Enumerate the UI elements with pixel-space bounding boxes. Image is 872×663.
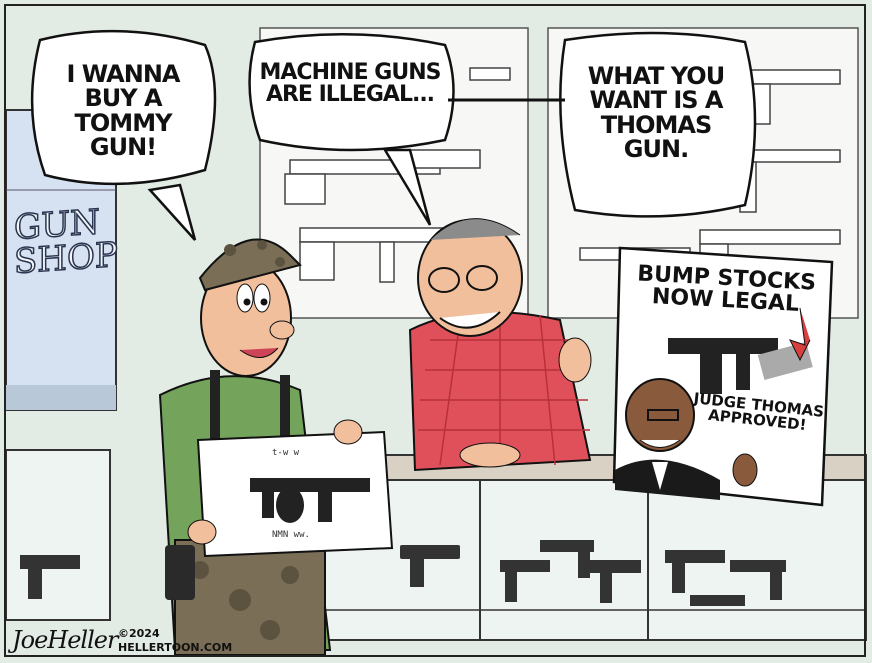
clerk-speech-text: MACHINE GUNS ARE ILLEGAL...: [259, 60, 442, 108]
clerk-character: [408, 218, 592, 472]
customer-speech-text: I WANNA BUY A TOMMY GUN!: [66, 60, 181, 162]
credit-website: HELLERTOON.COM: [118, 641, 233, 654]
poster-scribble-bottom: NMN ww.: [272, 530, 310, 540]
bump-stock-sign: [612, 246, 834, 507]
speech-bubbles: [30, 29, 757, 241]
artist-signature: JoeHeller: [12, 626, 118, 654]
gun-shop-window-text: GUN SHOP: [13, 201, 118, 283]
side-display-case: [5, 449, 111, 621]
clerk-continued-speech-text: WHAT YOU WANT IS A THOMAS GUN.: [587, 62, 725, 164]
poster-scribble-top: t-w w: [272, 448, 300, 458]
customer-character: [158, 238, 394, 656]
credit-year: ©2024: [118, 627, 160, 640]
